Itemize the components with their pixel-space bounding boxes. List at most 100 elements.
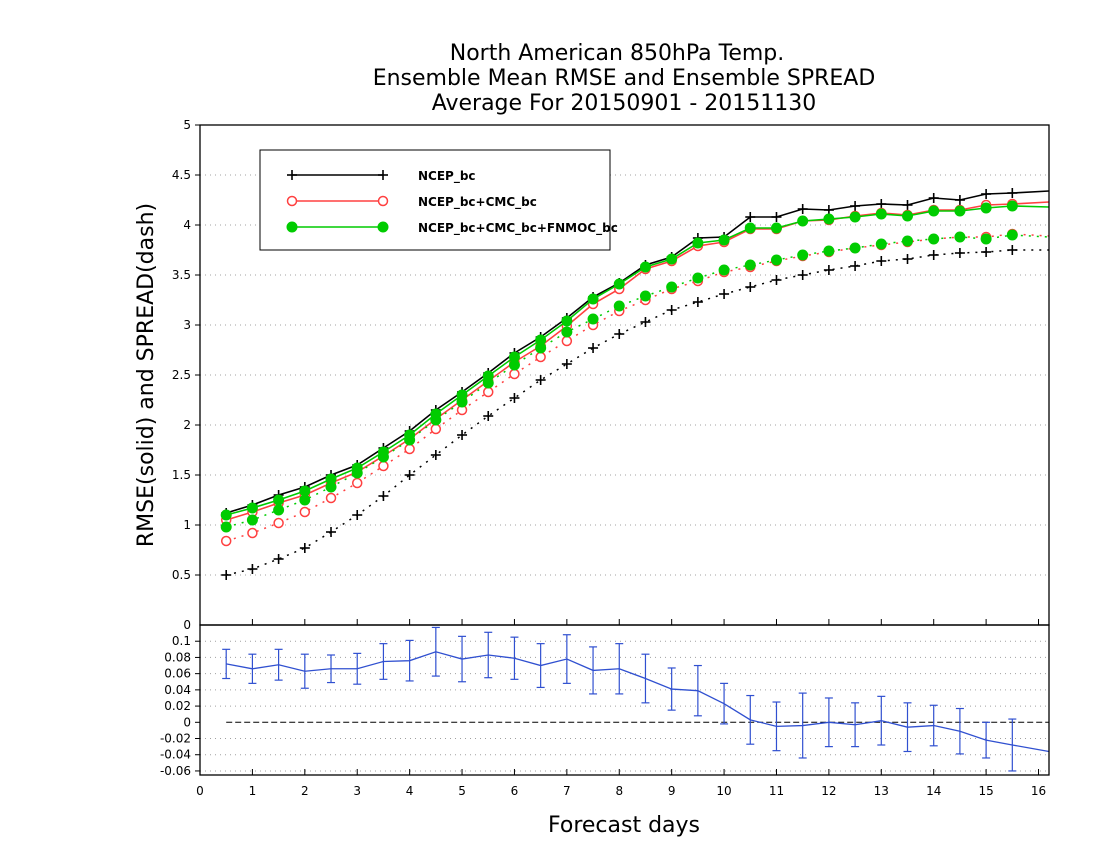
- rmse-point: [325, 473, 337, 485]
- y-tick-label: 2: [183, 418, 191, 432]
- spread-point: [561, 326, 573, 338]
- spread-point: [980, 233, 992, 245]
- error-bar: [353, 652, 362, 685]
- x-tick-label: 16: [1031, 784, 1046, 798]
- spread-point: [509, 393, 520, 403]
- rmse-point: [613, 278, 625, 290]
- rmse-point: [718, 234, 730, 246]
- error-bar-layer: [222, 626, 1050, 772]
- rmse-point: [508, 351, 520, 363]
- spread-point: [928, 250, 939, 260]
- spread-point: [719, 289, 730, 299]
- spread-point: [823, 265, 834, 275]
- y-tick-label: 3.5: [172, 268, 191, 282]
- error-bar: [327, 654, 336, 684]
- spread-point: [614, 329, 625, 339]
- spread-point: [561, 359, 572, 369]
- error-bar: [982, 721, 991, 759]
- rmse-point: [928, 205, 940, 217]
- error-bar: [562, 634, 571, 684]
- rmse-point: [928, 193, 939, 203]
- x-tick-label: 1: [249, 784, 257, 798]
- legend-label: NCEP_bc+CMC_bc: [418, 195, 537, 210]
- error-bar: [405, 639, 414, 682]
- rmse-point: [351, 462, 363, 474]
- spread-point: [299, 506, 311, 518]
- rmse-point: [430, 408, 442, 420]
- x-tick-label: 15: [978, 784, 993, 798]
- spread-point: [535, 351, 546, 363]
- spread-point: [378, 491, 389, 501]
- bottom-y-ticks: 0.1 0.08 0.06 0.04 0.02 0 -0.02 -0.04 -0.06 0: [160, 618, 200, 778]
- rmse-point: [535, 334, 547, 346]
- spread-line: [225, 233, 1050, 542]
- spread-point: [639, 290, 651, 302]
- spread-point: [457, 430, 468, 440]
- spread-point: [247, 527, 258, 539]
- spread-point: [876, 256, 887, 266]
- plot-frames: [199, 124, 1050, 776]
- error-bar: [379, 643, 388, 680]
- spread-point: [954, 248, 965, 258]
- error-bar: [431, 626, 440, 677]
- spread-point: [666, 305, 677, 315]
- spread-point: [325, 492, 337, 504]
- rmse-point: [981, 189, 992, 199]
- spread-point: [587, 313, 599, 325]
- y-tick-label: 0: [183, 618, 191, 632]
- rmse-point: [771, 212, 782, 222]
- error-bar: [929, 704, 938, 747]
- rmse-point: [744, 222, 756, 234]
- error-bar: [589, 646, 598, 695]
- spread-point: [902, 235, 913, 247]
- y-tick-label: 1: [183, 518, 191, 532]
- y-tick-label: 5: [183, 118, 191, 132]
- legend-box: [259, 149, 611, 251]
- error-bar: [641, 653, 650, 704]
- series-layer: [220, 188, 1050, 580]
- spread-point: [1006, 229, 1018, 241]
- title-line-3: Average For 20150901 - 20151130: [432, 91, 817, 116]
- x-tick-label: 2: [301, 784, 309, 798]
- spread-point: [954, 231, 966, 243]
- title-line-2: Ensemble Mean RMSE and Ensemble SPREAD: [373, 66, 876, 91]
- x-tick-label: 13: [874, 784, 889, 798]
- rmse-point: [797, 204, 808, 214]
- rmse-point: [849, 211, 861, 223]
- error-bar: [484, 631, 493, 679]
- error-bar: [903, 702, 912, 753]
- x-tick-label: 0: [196, 784, 204, 798]
- spread-point: [404, 443, 415, 455]
- x-tick-label: 3: [353, 784, 361, 798]
- spread-point: [247, 564, 258, 574]
- spread-point: [1007, 245, 1018, 255]
- error-bar: [510, 636, 519, 680]
- error-bar: [1008, 718, 1017, 772]
- spread-point: [770, 254, 782, 266]
- spread-line: [226, 234, 1050, 528]
- x-tick-label: 11: [769, 784, 784, 798]
- y-tick-label: -0.06: [160, 764, 191, 778]
- title-line-1: North American 850hPa Temp.: [450, 41, 785, 66]
- y-tick-label: 2.5: [172, 368, 191, 382]
- error-bar: [851, 702, 860, 748]
- spread-point: [613, 300, 625, 312]
- error-bar: [772, 701, 781, 752]
- y-tick-label: 0.08: [164, 650, 191, 664]
- main-y-ticks: 0.5 1 1.5 2 2.5 3 3.5 4 4.5 5: [172, 118, 200, 582]
- spread-point: [246, 514, 258, 526]
- rmse-point: [666, 253, 678, 265]
- error-bar: [274, 648, 283, 681]
- x-axis-label: Forecast days: [548, 813, 700, 838]
- spread-point: [640, 317, 651, 327]
- rmse-point: [902, 210, 913, 222]
- x-tick-label: 10: [716, 784, 731, 798]
- spread-point: [273, 517, 284, 529]
- spread-point: [928, 233, 940, 245]
- spread-point: [692, 297, 703, 307]
- rmse-point: [902, 200, 913, 210]
- rmse-point: [770, 222, 782, 234]
- spread-point: [430, 423, 442, 435]
- spread-point: [220, 521, 232, 533]
